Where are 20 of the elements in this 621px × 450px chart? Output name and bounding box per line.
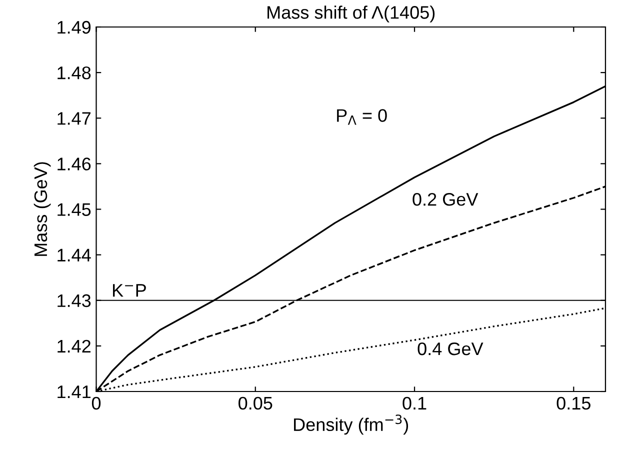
annotation: P$_{Λ}$ = 0 [337, 109, 387, 125]
y-tick-label: 1.49 [58, 20, 91, 34]
annotation: 0.4 GeV [418, 342, 484, 356]
y-tick-label: 1.44 [58, 248, 91, 262]
x-axis-title: Density (fm$^{−3}$) [294, 414, 408, 435]
x-tick-label: 0.1 [402, 396, 426, 410]
x-tick-label: 0 [92, 396, 101, 410]
x-tick-label: 0.05 [238, 396, 272, 410]
y-axis-title: Mass (GeV) [34, 162, 51, 256]
annotation: 0.2 GeV [412, 192, 478, 206]
y-tick-label: 1.42 [58, 340, 90, 352]
chart-title: Mass shift of Λ(1405) [268, 6, 435, 22]
y-tick-label: 1.41 [58, 386, 91, 398]
y-tick-label: 1.48 [58, 66, 91, 80]
y-tick-label: 1.46 [58, 158, 91, 170]
ref-line-label: K$^{−}$P [113, 284, 146, 297]
y-tick-label: 1.47 [58, 112, 90, 125]
y-tick-label: 1.43 [58, 294, 91, 308]
x-tick-label: 0.15 [556, 396, 590, 410]
y-tick-label: 1.45 [58, 203, 91, 216]
